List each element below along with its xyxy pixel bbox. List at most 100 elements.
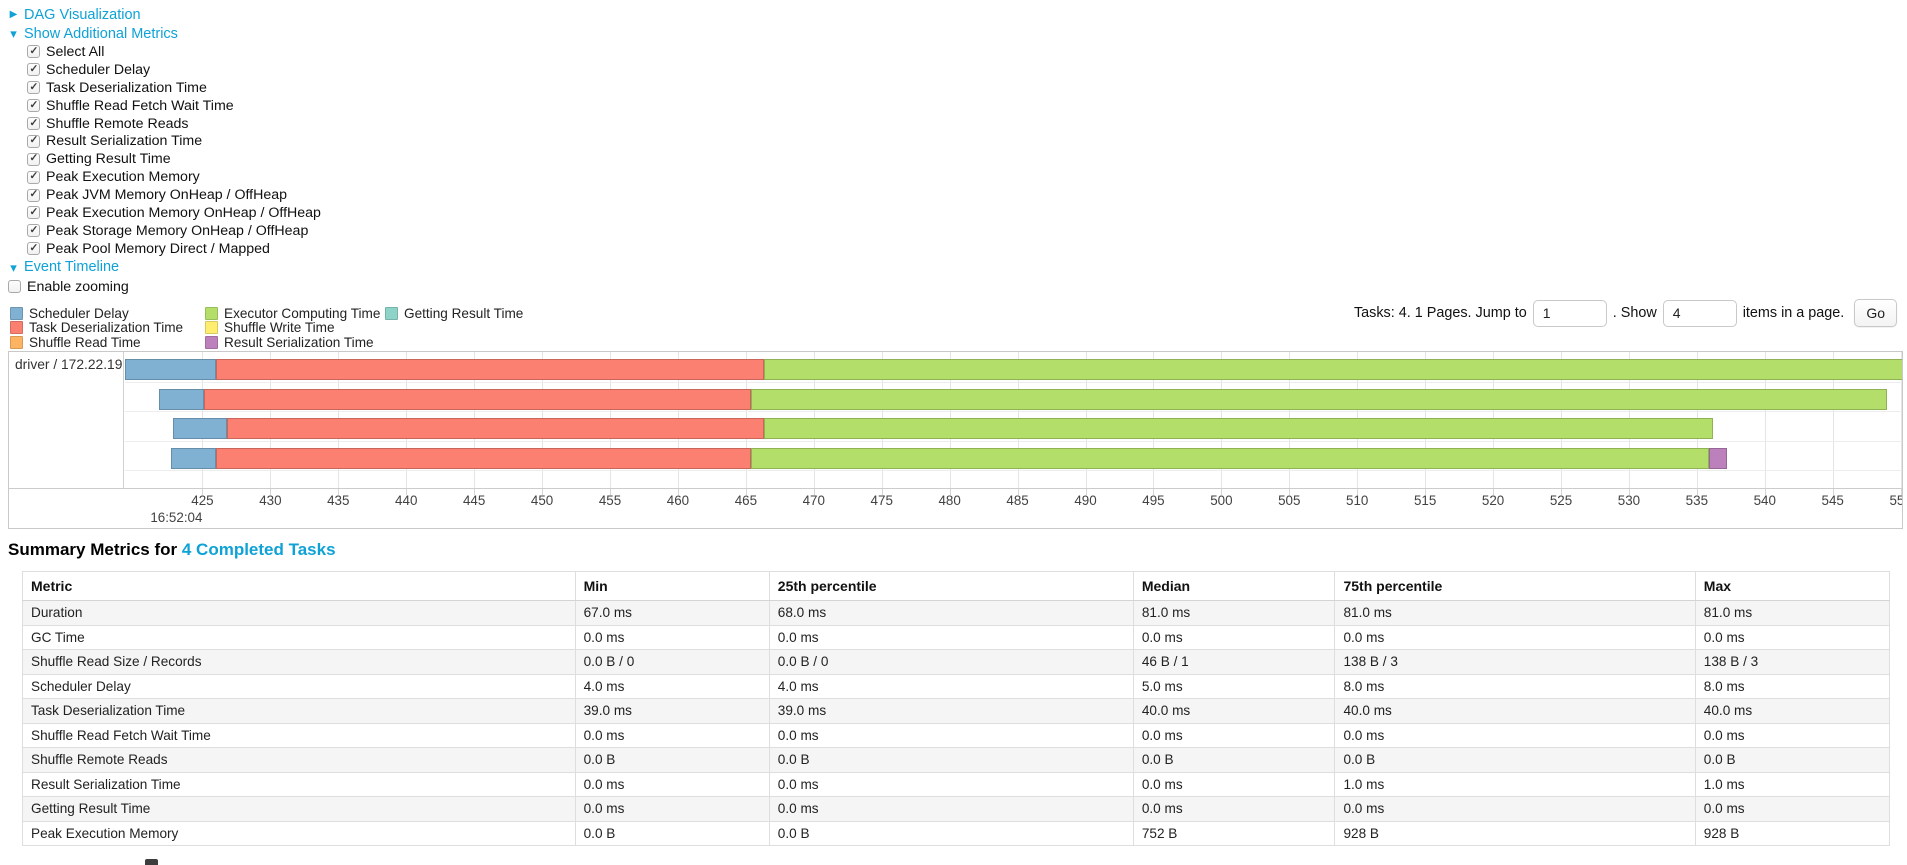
axis-tick-mark xyxy=(610,489,611,495)
axis-tick-mark xyxy=(1357,489,1359,495)
metric-checkbox-row: Peak Pool Memory Direct / Mapped xyxy=(27,240,321,258)
metric-checkbox[interactable] xyxy=(27,152,40,166)
metric-value-cell: 0.0 B xyxy=(1334,747,1696,773)
metric-value-cell: 46 B / 1 xyxy=(1132,649,1336,675)
metric-value-cell: 0.0 B / 0 xyxy=(574,649,770,675)
metric-value-cell: 138 B / 3 xyxy=(1694,649,1891,675)
metric-checkbox-row: Getting Result Time xyxy=(27,150,321,168)
metric-checkbox[interactable] xyxy=(27,81,40,95)
axis-tick-label: 500 xyxy=(1210,493,1233,508)
metric-checkbox[interactable] xyxy=(27,188,40,202)
timeline-plot-area[interactable] xyxy=(125,352,1902,488)
go-button[interactable]: Go xyxy=(1854,299,1897,327)
task-bar-segment-task-deserialization[interactable] xyxy=(216,447,752,469)
metric-value-cell: 1.0 ms xyxy=(1334,771,1696,797)
metric-checkbox[interactable] xyxy=(27,117,40,130)
metric-checkbox-row: Select All xyxy=(27,43,321,61)
task-bar-segment-executor-computing[interactable] xyxy=(763,359,1902,380)
table-header-cell: 75th percentile xyxy=(1334,571,1696,601)
jump-to-page-input[interactable] xyxy=(1532,299,1607,327)
metric-checkbox[interactable] xyxy=(27,99,40,113)
items-per-page-input[interactable] xyxy=(1662,299,1737,327)
task-bar-segment-result-serialization[interactable] xyxy=(1709,447,1727,469)
metric-checkbox[interactable] xyxy=(27,206,40,220)
task-bar-segment-task-deserialization[interactable] xyxy=(216,359,764,380)
metric-checkbox[interactable] xyxy=(27,63,40,77)
axis-tick-mark xyxy=(1425,489,1427,495)
axis-tick-mark xyxy=(677,489,679,495)
metric-name-cell: GC Time xyxy=(22,624,576,650)
metric-checkbox[interactable] xyxy=(27,134,40,148)
metric-value-cell: 81.0 ms xyxy=(1694,600,1891,626)
metric-value-cell: 0.0 ms xyxy=(768,771,1134,797)
axis-tick-label: 485 xyxy=(1006,493,1029,508)
legend-item-label: Task Deserialization Time xyxy=(29,320,184,336)
legend-item: Shuffle Write Time xyxy=(205,320,385,335)
metric-value-cell: 0.0 B / 0 xyxy=(768,649,1134,675)
metric-value-cell: 40.0 ms xyxy=(1132,698,1336,724)
task-bar-segment-task-deserialization[interactable] xyxy=(203,388,752,410)
task-bar-segment-scheduler-delay[interactable] xyxy=(171,447,217,469)
axis-gridline xyxy=(1764,352,1766,488)
table-row: Scheduler Delay 4.0 ms 4.0 ms 5.0 ms 8.0 ms 8… xyxy=(22,673,1891,699)
show-additional-metrics-toggle[interactable]: ▾ Show Additional Metrics xyxy=(8,24,321,43)
task-bar-segment-executor-computing[interactable] xyxy=(751,447,1710,469)
task-bar-segment-task-deserialization[interactable] xyxy=(226,418,764,439)
summary-metrics-heading: Summary Metrics for 4 Completed Tasks xyxy=(8,540,336,560)
result_serialization-swatch-icon xyxy=(205,335,218,349)
timeline-axis: 16:52:04 425 430 435 440 445 450 455 460 465 470 4… xyxy=(9,488,1902,529)
metric-checkbox-row: Peak JVM Memory OnHeap / OffHeap xyxy=(27,186,321,204)
task-pagination: Tasks: 4. 1 Pages. Jump to . Show items … xyxy=(1354,296,1897,330)
timeline-legend: Scheduler Delay Task Deserialization Time… xyxy=(10,306,523,350)
metric-value-cell: 0.0 ms xyxy=(768,624,1134,650)
event-timeline-toggle[interactable]: ▾ Event Timeline xyxy=(8,258,321,277)
table-header-cell: Median xyxy=(1132,571,1336,601)
enable-zooming-label: Enable zooming xyxy=(27,278,129,295)
stage-page-controls: ▶ DAG Visualization ▾ Show Additional Me… xyxy=(8,5,321,296)
metric-checkbox[interactable] xyxy=(27,170,40,184)
legend-item: Getting Result Time xyxy=(385,306,523,321)
axis-tick-label: 460 xyxy=(666,493,690,508)
metric-name-cell: Getting Result Time xyxy=(22,796,576,822)
metric-value-cell: 68.0 ms xyxy=(768,600,1134,626)
metric-checkbox-row: Shuffle Read Fetch Wait Time xyxy=(27,97,321,115)
legend-item: Scheduler Delay xyxy=(10,306,205,321)
metric-value-cell: 39.0 ms xyxy=(574,698,770,724)
axis-tick-mark xyxy=(1017,489,1019,495)
task-bar-segment-executor-computing[interactable] xyxy=(751,388,1888,410)
task-bar-segment-executor-computing[interactable] xyxy=(763,418,1714,439)
metric-name-cell: Shuffle Remote Reads xyxy=(22,747,576,773)
executor-label-column: driver / 172.22.198.104 xyxy=(9,352,124,488)
task-bar-segment-scheduler-delay[interactable] xyxy=(158,388,204,410)
task-bar-segment-scheduler-delay[interactable] xyxy=(125,359,217,380)
getting_result-swatch-icon xyxy=(385,306,398,320)
metric-value-cell: 1.0 ms xyxy=(1694,771,1891,797)
metric-name-cell: Task Deserialization Time xyxy=(22,698,576,724)
table-header-row: Metric Min 25th percentile Median 75th perce… xyxy=(22,571,1891,601)
task-bar-segment-scheduler-delay[interactable] xyxy=(172,418,227,439)
completed-tasks-link[interactable]: 4 Completed Tasks xyxy=(181,540,336,559)
dag-visualization-label: DAG Visualization xyxy=(24,6,141,23)
axis-tick-mark xyxy=(1289,489,1291,495)
table-row: Shuffle Remote Reads 0.0 B 0.0 B 0.0 B 0.0 B… xyxy=(22,747,1891,773)
metric-checkbox-list: Select All Scheduler Delay Task Deserializ… xyxy=(27,43,321,258)
axis-tick-mark xyxy=(1696,489,1698,495)
enable-zooming-checkbox[interactable] xyxy=(8,280,21,294)
axis-tick-mark xyxy=(1628,489,1630,495)
axis-tick-label: 450 xyxy=(530,493,554,508)
metric-checkbox[interactable] xyxy=(27,45,40,59)
axis-tick-mark xyxy=(813,489,815,495)
dag-visualization-toggle[interactable]: ▶ DAG Visualization xyxy=(8,5,321,24)
metric-value-cell: 8.0 ms xyxy=(1334,673,1696,699)
metric-value-cell: 0.0 ms xyxy=(1694,722,1891,748)
legend-column: Executor Computing Time Shuffle Write Tim… xyxy=(205,306,385,350)
legend-column: Scheduler Delay Task Deserialization Time… xyxy=(10,306,205,350)
axis-tick-label: 465 xyxy=(734,493,758,508)
axis-tick-label: 475 xyxy=(870,493,893,508)
axis-tick-label: 515 xyxy=(1413,493,1437,508)
metric-checkbox-label: Getting Result Time xyxy=(46,151,171,168)
axis-tick-mark xyxy=(949,489,951,495)
metric-value-cell: 0.0 ms xyxy=(1694,624,1891,650)
metric-checkbox[interactable] xyxy=(27,242,40,256)
metric-checkbox[interactable] xyxy=(27,224,40,238)
